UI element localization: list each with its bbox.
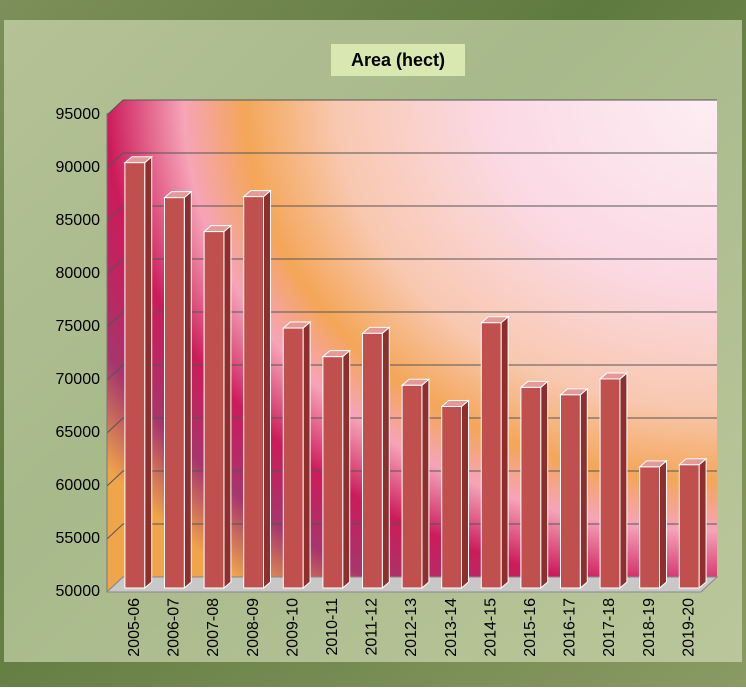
x-tick-label: 2015-16 <box>522 598 539 657</box>
bar <box>441 406 463 589</box>
title-box <box>331 44 465 76</box>
grid-line <box>106 152 717 169</box>
y-tick-label: 50000 <box>56 583 101 600</box>
bar <box>599 378 621 589</box>
bar <box>322 356 344 589</box>
x-tick-label: 2012-13 <box>403 598 420 657</box>
y-tick-label: 85000 <box>56 212 101 229</box>
y-tick-label: 95000 <box>56 106 101 123</box>
bar <box>203 231 225 589</box>
bar-side <box>183 190 192 590</box>
x-tick-label: 2019-20 <box>680 598 697 657</box>
bar-side <box>342 349 351 590</box>
x-tick-label: 2008-09 <box>245 598 262 657</box>
y-tick-label: 55000 <box>56 530 101 547</box>
grid-line <box>106 205 717 222</box>
bar-side <box>579 387 588 590</box>
x-tick-label: 2009-10 <box>284 598 301 657</box>
bar-side <box>540 380 549 590</box>
bar <box>678 464 700 589</box>
chart-title: Area (hect) <box>351 50 445 70</box>
bar <box>362 332 383 589</box>
grid-line <box>106 99 717 116</box>
bar-side <box>500 315 509 590</box>
bar <box>164 197 185 589</box>
x-tick-label: 2014-15 <box>482 598 499 657</box>
bar <box>243 196 264 589</box>
bar-side <box>659 459 667 590</box>
bar <box>480 322 502 589</box>
y-tick-label: 90000 <box>56 159 101 176</box>
bar-side <box>619 371 628 590</box>
x-tick-label: 2016-17 <box>562 598 579 657</box>
x-tick-label: 2006-07 <box>166 598 183 657</box>
grid-line <box>106 311 717 328</box>
bar-side <box>144 155 153 590</box>
bar-side <box>461 399 469 590</box>
x-tick-label: 2018-19 <box>641 598 658 657</box>
y-tick-label: 80000 <box>56 265 101 282</box>
bar <box>520 386 542 589</box>
bar <box>639 466 661 589</box>
x-tick-label: 2007-08 <box>205 598 222 657</box>
y-tick-label: 60000 <box>56 477 101 494</box>
bar <box>560 394 581 589</box>
y-tick-label: 75000 <box>56 318 101 335</box>
x-tick-label: 2005-06 <box>126 598 143 657</box>
bar <box>282 327 304 589</box>
bar-side <box>302 320 311 590</box>
grid-line <box>106 364 717 381</box>
bar-side <box>698 457 707 590</box>
x-tick-label: 2013-14 <box>443 598 460 657</box>
bar-side <box>263 189 271 590</box>
grid-line <box>106 417 717 434</box>
bar <box>124 162 146 589</box>
bar <box>401 384 423 589</box>
y-tick-label: 70000 <box>56 371 101 388</box>
y-tick-label: 65000 <box>56 424 101 441</box>
bar-side <box>421 378 430 590</box>
grid-line <box>106 470 717 487</box>
grid-line <box>106 258 717 275</box>
x-tick-label: 2011-12 <box>364 598 381 656</box>
x-tick-label: 2017-18 <box>601 598 618 657</box>
bar-side <box>381 326 390 590</box>
x-tick-label: 2010-11 <box>324 598 341 656</box>
bar-side <box>223 224 232 590</box>
grid-line <box>106 523 717 540</box>
